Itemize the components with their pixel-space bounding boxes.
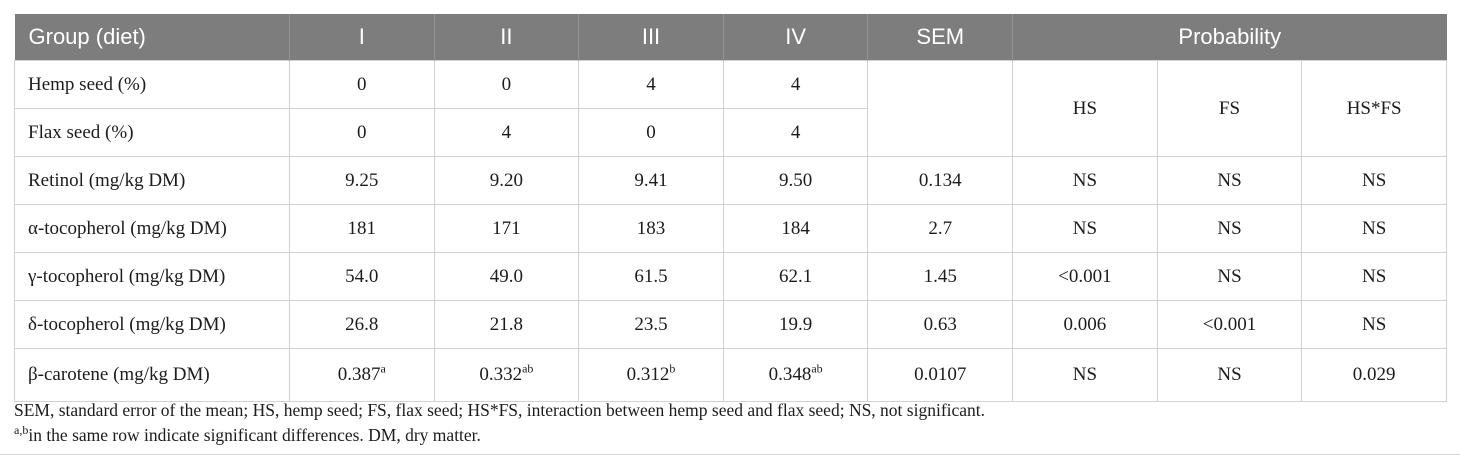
value-cell: 184	[722, 204, 869, 253]
probability-fs-cell: NS	[1156, 204, 1303, 253]
bottom-divider	[0, 454, 1460, 455]
diet-value-cell: 4	[722, 108, 869, 157]
sem-cell: 2.7	[867, 204, 1014, 253]
data-row: δ-tocopherol (mg/kg DM) 26.8 21.8 23.5 19.9 0…	[14, 300, 1447, 349]
value-cell: 21.8	[433, 300, 580, 349]
sem-empty-cell	[867, 60, 1014, 157]
row-label: Hemp seed (%)	[14, 60, 290, 109]
significance-superscript: ab	[522, 361, 534, 376]
value-cell: 0.348ab	[722, 348, 869, 402]
table-body: Hemp seed (%) 0 0 4 4 HS FS HS*FS Flax seed (%) 0…	[14, 60, 1447, 402]
value-cell: 9.50	[722, 156, 869, 205]
diet-row: Flax seed (%) 0 4 0 4	[14, 108, 1447, 157]
value-cell: 0.332ab	[433, 348, 580, 402]
data-row: γ-tocopherol (mg/kg DM) 54.0 49.0 61.5 62.1 1…	[14, 252, 1447, 301]
diet-value-cell: 0	[433, 60, 580, 109]
significance-superscript: ab	[811, 361, 823, 376]
probability-subheader: HS	[1012, 60, 1158, 157]
probability-subheader: HS*FS	[1301, 60, 1447, 157]
col-header-diet-4: IV	[722, 14, 868, 61]
probability-subheader: FS	[1156, 60, 1303, 157]
value-cell: 9.25	[288, 156, 435, 205]
col-header-sem: SEM	[867, 14, 1013, 61]
value-cell: 62.1	[722, 252, 869, 301]
probability-hs-cell: NS	[1012, 156, 1158, 205]
footnote-superscript-marker: a,b	[14, 423, 29, 438]
data-row: β-carotene (mg/kg DM) 0.387a 0.332ab 0.312b…	[14, 348, 1447, 402]
row-label: β-carotene (mg/kg DM)	[14, 348, 290, 402]
data-row: Retinol (mg/kg DM) 9.25 9.20 9.41 9.50 0.134 N…	[14, 156, 1447, 205]
row-label: γ-tocopherol (mg/kg DM)	[14, 252, 290, 301]
footnote-significance-text: in the same row indicate significant dif…	[28, 424, 481, 445]
probability-fs-cell: NS	[1156, 252, 1303, 301]
probability-hsfs-cell: NS	[1301, 252, 1447, 301]
row-label: δ-tocopherol (mg/kg DM)	[14, 300, 290, 349]
value-cell: 19.9	[722, 300, 869, 349]
col-header-diet-3: III	[578, 14, 724, 61]
probability-hsfs-cell: NS	[1301, 156, 1447, 205]
footnote-abbreviations: SEM, standard error of the mean; HS, hem…	[14, 400, 986, 420]
probability-hs-cell: 0.006	[1012, 300, 1158, 349]
row-label: Retinol (mg/kg DM)	[14, 156, 290, 205]
sem-cell: 0.134	[867, 156, 1014, 205]
table-header-row: Group (diet) I II III IV SEM Probability	[14, 14, 1447, 61]
row-label: Flax seed (%)	[14, 108, 290, 157]
probability-hsfs-cell: NS	[1301, 300, 1447, 349]
diet-value-cell: 0	[578, 108, 724, 157]
col-header-group-diet: Group (diet)	[14, 14, 290, 61]
value-cell: 181	[288, 204, 435, 253]
value-cell: 61.5	[578, 252, 724, 301]
diet-row: Hemp seed (%) 0 0 4 4 HS FS HS*FS	[14, 60, 1447, 157]
value-cell: 23.5	[578, 300, 724, 349]
value-cell: 54.0	[288, 252, 435, 301]
table-footnotes: SEM, standard error of the mean; HS, hem…	[14, 400, 1447, 450]
value-cell: 0.312b	[578, 348, 724, 402]
diet-value-cell: 4	[433, 108, 580, 157]
probability-fs-cell: <0.001	[1156, 300, 1303, 349]
data-row: α-tocopherol (mg/kg DM) 181 171 183 184 2.7 NS…	[14, 204, 1447, 253]
sem-cell: 1.45	[867, 252, 1014, 301]
sem-cell: 0.0107	[867, 348, 1014, 402]
diet-value-cell: 0	[288, 108, 435, 157]
value-cell: 49.0	[433, 252, 580, 301]
diet-value-cell: 0	[288, 60, 435, 109]
nutrient-table: Group (diet) I II III IV SEM Probability…	[14, 14, 1447, 402]
probability-hs-cell: NS	[1012, 348, 1158, 402]
col-header-diet-1: I	[288, 14, 435, 61]
sem-cell: 0.63	[867, 300, 1014, 349]
value-cell: 9.41	[578, 156, 724, 205]
probability-fs-cell: NS	[1156, 156, 1303, 205]
diet-value-cell: 4	[578, 60, 724, 109]
significance-superscript: a	[380, 361, 386, 376]
col-header-probability: Probability	[1012, 14, 1447, 61]
value-cell: 0.387a	[288, 348, 435, 402]
probability-hs-cell: NS	[1012, 204, 1158, 253]
col-header-diet-2: II	[433, 14, 579, 61]
significance-superscript: b	[669, 361, 676, 376]
row-label: α-tocopherol (mg/kg DM)	[14, 204, 290, 253]
probability-hsfs-cell: 0.029	[1301, 348, 1447, 402]
probability-hs-cell: <0.001	[1012, 252, 1158, 301]
footnote-significance: a,bin the same row indicate significant …	[14, 423, 1447, 447]
value-cell: 171	[433, 204, 580, 253]
value-cell: 9.20	[433, 156, 580, 205]
value-cell: 26.8	[288, 300, 435, 349]
value-cell: 183	[578, 204, 724, 253]
probability-fs-cell: NS	[1156, 348, 1303, 402]
probability-hsfs-cell: NS	[1301, 204, 1447, 253]
diet-value-cell: 4	[722, 60, 869, 109]
